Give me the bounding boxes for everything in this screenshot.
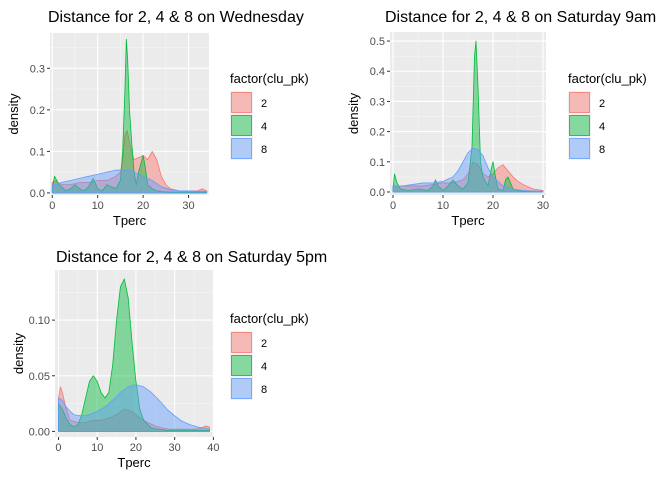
legend-key-background <box>568 91 591 114</box>
legend: factor(clu_pk) 2 4 8 <box>230 311 309 400</box>
legend-key-series-4 <box>569 115 590 136</box>
density-area-series-8 <box>58 384 210 432</box>
legend-key-background <box>230 137 253 160</box>
y-tick-label: 0.2 <box>370 127 385 139</box>
legend: factor(clu_pk) 2 4 8 <box>568 71 647 160</box>
x-tick-label: 30 <box>169 442 181 454</box>
x-tick-label: 10 <box>437 200 449 212</box>
y-tick-label: 0.05 <box>29 371 50 383</box>
y-tick-label: 0.1 <box>370 157 385 169</box>
legend-label: 8 <box>261 144 267 156</box>
legend-key-background <box>230 354 253 377</box>
y-tick-label: 0.0 <box>370 187 385 199</box>
legend-label: 2 <box>261 338 267 350</box>
legend-key-background <box>230 91 253 114</box>
y-tick-label: 0.3 <box>30 63 45 75</box>
legend-key-series-4 <box>231 355 252 376</box>
legend-label: 2 <box>261 98 267 110</box>
y-tick-label: 0.00 <box>29 426 50 438</box>
chart-title: Distance for 2, 4 & 8 on Saturday 9am <box>385 9 656 26</box>
legend-key-series-4 <box>231 115 252 136</box>
x-tick-label: 10 <box>91 442 103 454</box>
x-tick-label: 30 <box>537 200 549 212</box>
y-tick-label: 0.4 <box>370 66 385 78</box>
legend-key-background <box>568 114 591 137</box>
legend-key-series-2 <box>231 332 252 353</box>
chart-panel: Distance for 2, 4 & 8 on Wednesday 0 10 20 3… <box>6 9 309 228</box>
x-tick-label: 0 <box>49 200 55 212</box>
y-tick-label: 0.5 <box>370 36 385 48</box>
y-tick-label: 0.0 <box>30 188 45 200</box>
density-area-series-2 <box>392 161 544 193</box>
legend-key-series-2 <box>569 92 590 113</box>
chart-title: Distance for 2, 4 & 8 on Saturday 5pm <box>56 249 327 266</box>
density-area-series-4 <box>58 278 210 432</box>
x-axis-label: Tperc <box>117 455 151 470</box>
legend-label: 8 <box>261 384 267 396</box>
density-area-series-4 <box>51 38 208 194</box>
legend-key-series-8 <box>231 138 252 159</box>
legend-key-background <box>230 331 253 354</box>
x-tick-label: 0 <box>390 200 396 212</box>
density-area-series-8 <box>51 169 208 194</box>
density-area-series-4 <box>392 40 544 193</box>
x-tick-label: 30 <box>182 200 194 212</box>
x-tick-label: 0 <box>55 442 61 454</box>
legend-key-series-2 <box>231 92 252 113</box>
x-tick-label: 10 <box>92 200 104 212</box>
x-axis-label: Tperc <box>451 213 485 228</box>
y-axis-label: density <box>6 93 21 135</box>
y-tick-label: 0.10 <box>29 315 50 327</box>
y-tick-label: 0.1 <box>30 146 45 158</box>
y-tick-label: 0.2 <box>30 105 45 117</box>
legend-key-series-8 <box>569 138 590 159</box>
legend-title: factor(clu_pk) <box>230 71 309 86</box>
legend-title: factor(clu_pk) <box>230 311 309 326</box>
x-tick-label: 40 <box>207 442 219 454</box>
plot-panel-background <box>55 270 213 437</box>
legend-label: 2 <box>599 98 605 110</box>
legend-label: 4 <box>599 121 605 133</box>
y-axis-label: density <box>11 332 26 374</box>
density-area-series-8 <box>392 147 544 193</box>
legend-label: 8 <box>599 144 605 156</box>
y-axis-label: density <box>346 92 361 134</box>
legend-label: 4 <box>261 121 267 133</box>
chart-panel: Distance for 2, 4 & 8 on Saturday 5pm 0 10… <box>11 249 327 470</box>
legend-key-series-8 <box>231 378 252 399</box>
legend-key-background <box>568 137 591 160</box>
x-tick-label: 20 <box>130 442 142 454</box>
x-tick-label: 20 <box>487 200 499 212</box>
x-axis-label: Tperc <box>113 213 147 228</box>
y-tick-label: 0.3 <box>370 96 385 108</box>
legend: factor(clu_pk) 2 4 8 <box>230 71 309 160</box>
chart-panel: Distance for 2, 4 & 8 on Saturday 9am 0 10… <box>346 9 656 228</box>
chart-title: Distance for 2, 4 & 8 on Wednesday <box>48 9 304 26</box>
x-tick-label: 20 <box>137 200 149 212</box>
legend-key-background <box>230 114 253 137</box>
legend-label: 4 <box>261 361 267 373</box>
legend-title: factor(clu_pk) <box>568 71 647 86</box>
legend-key-background <box>230 377 253 400</box>
